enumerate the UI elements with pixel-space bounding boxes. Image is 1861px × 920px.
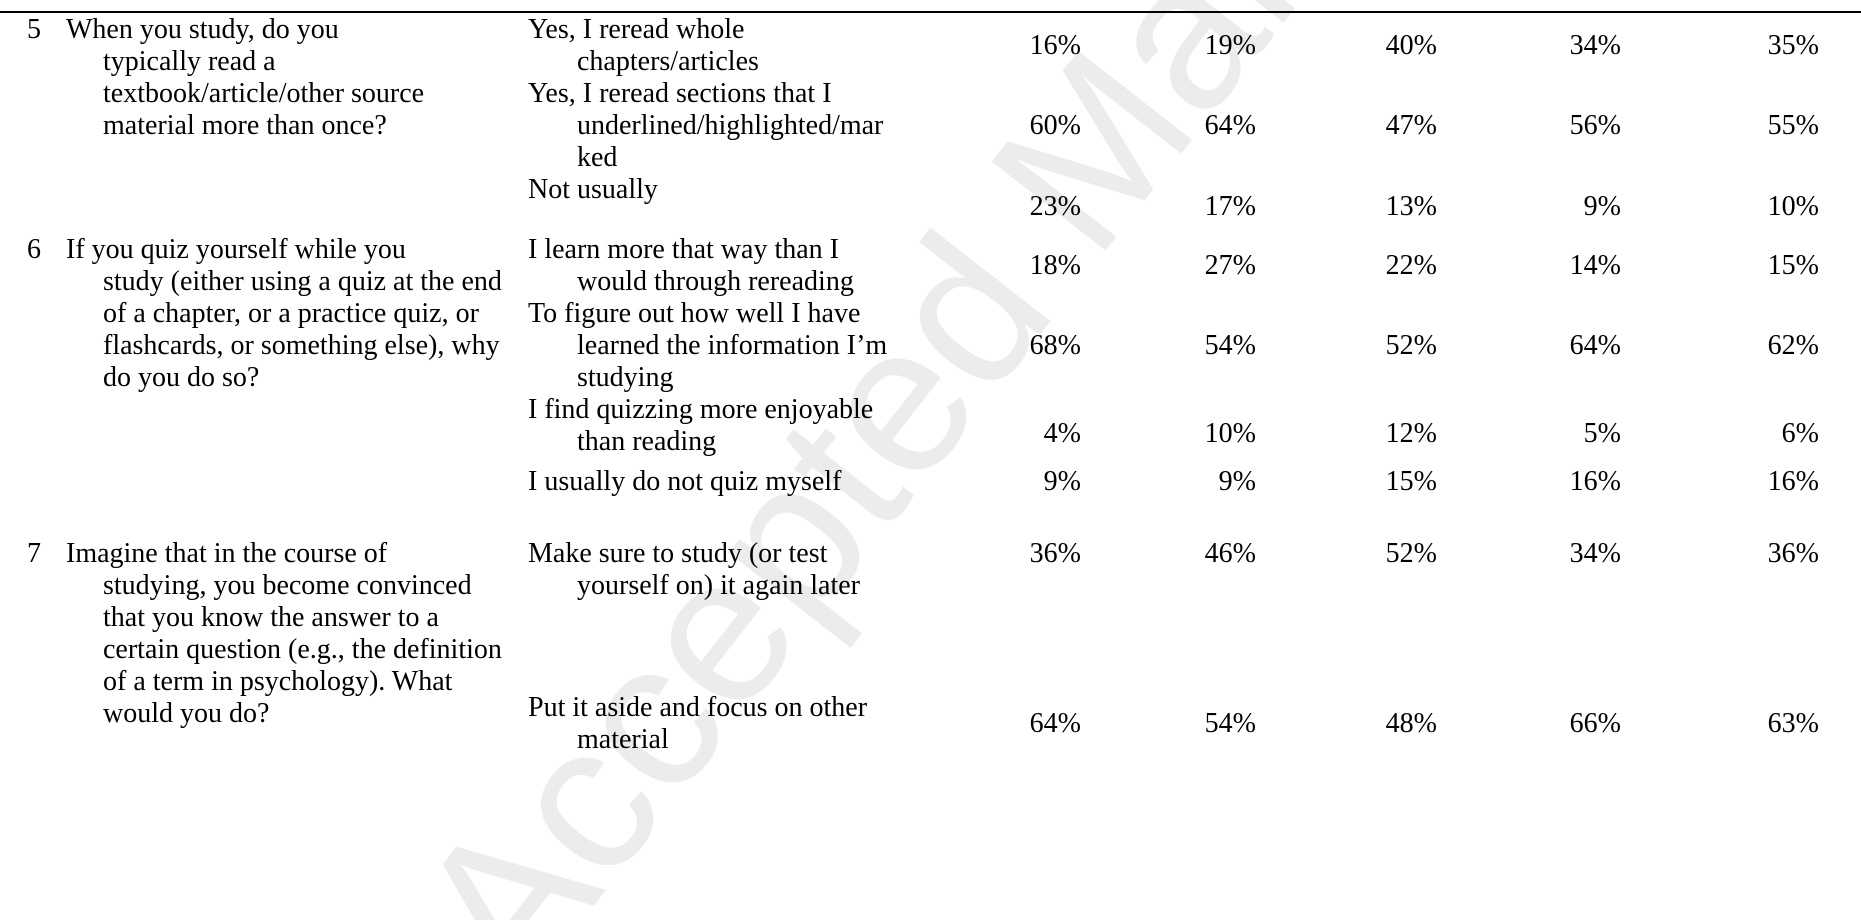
value-cell: 52% [1385, 538, 1437, 569]
q6-answer-2-line1: To figure out how well I have [528, 298, 861, 329]
value-cell: 22% [1385, 250, 1437, 281]
q7-answer-1: Make sure to study (or test yourself on)… [528, 538, 948, 602]
value-cell: 19% [1204, 30, 1256, 61]
q6-answer-2: To figure out how well I have learned th… [528, 298, 948, 394]
value-cell: 9% [1583, 191, 1621, 222]
q5-answer-1: Yes, I reread whole chapters/articles [528, 14, 948, 78]
q7-answer-1-line1: Make sure to study (or test [528, 538, 828, 569]
question-5-number: 5 [27, 14, 41, 45]
value-cell: 68% [1029, 330, 1081, 361]
q6-answer-4-line1: I usually do not quiz myself [528, 466, 842, 497]
q6-answer-3-line1: I find quizzing more enjoyable [528, 394, 874, 425]
value-cell: 27% [1204, 250, 1256, 281]
value-cell: 36% [1767, 538, 1819, 569]
value-cell: 16% [1569, 466, 1621, 497]
value-cell: 4% [1043, 418, 1081, 449]
question-7-number: 7 [27, 538, 41, 569]
q7-answer-2-rest: material [577, 724, 669, 755]
value-cell: 34% [1569, 30, 1621, 61]
value-cell: 62% [1767, 330, 1819, 361]
value-cell: 10% [1204, 418, 1256, 449]
value-cell: 13% [1385, 191, 1437, 222]
question-6-number: 6 [27, 234, 41, 265]
q5-answer-3-line1: Not usually [528, 174, 658, 205]
question-5-text-rest: typically read a textbook/article/other … [103, 46, 425, 141]
value-cell: 12% [1385, 418, 1437, 449]
question-7-text: Imagine that in the course of studying, … [66, 538, 506, 730]
value-cell: 9% [1043, 466, 1081, 497]
q6-answer-2-rest: learned the information I’m studying [577, 330, 888, 393]
q7-answer-1-rest: yourself on) it again later [577, 570, 861, 601]
value-cell: 9% [1218, 466, 1256, 497]
question-6-text-line1: If you quiz yourself while you [66, 234, 406, 265]
value-cell: 36% [1029, 538, 1081, 569]
value-cell: 14% [1569, 250, 1621, 281]
value-cell: 52% [1385, 330, 1437, 361]
q5-answer-3: Not usually [528, 174, 948, 206]
value-cell: 34% [1569, 538, 1621, 569]
value-cell: 46% [1204, 538, 1256, 569]
value-cell: 40% [1385, 30, 1437, 61]
q5-answer-1-line1: Yes, I reread whole [528, 14, 745, 45]
value-cell: 6% [1781, 418, 1819, 449]
value-cell: 47% [1385, 110, 1437, 141]
q7-answer-2-line1: Put it aside and focus on other [528, 692, 868, 723]
value-cell: 17% [1204, 191, 1256, 222]
value-cell: 55% [1767, 110, 1819, 141]
question-6-text-rest: study (either using a quiz at the end of… [103, 266, 502, 393]
value-cell: 64% [1029, 708, 1081, 739]
q6-answer-1: I learn more that way than I would throu… [528, 234, 948, 298]
q6-answer-4: I usually do not quiz myself [528, 466, 948, 498]
value-cell: 16% [1029, 30, 1081, 61]
q6-answer-3: I find quizzing more enjoyable than read… [528, 394, 948, 458]
table-top-rule [0, 11, 1861, 13]
q6-answer-3-rest: than reading [577, 426, 717, 457]
value-cell: 66% [1569, 708, 1621, 739]
question-7-text-rest: studying, you become convinced that you … [103, 570, 502, 729]
value-cell: 16% [1767, 466, 1819, 497]
question-5-text-line1: When you study, do you [66, 14, 339, 45]
value-cell: 35% [1767, 30, 1819, 61]
value-cell: 10% [1767, 191, 1819, 222]
value-cell: 54% [1204, 708, 1256, 739]
value-cell: 15% [1385, 466, 1437, 497]
q5-answer-1-rest: chapters/articles [577, 46, 759, 77]
value-cell: 23% [1029, 191, 1081, 222]
value-cell: 48% [1385, 708, 1437, 739]
q6-answer-1-rest: would through rereading [577, 266, 854, 297]
q7-answer-2: Put it aside and focus on other material [528, 692, 948, 756]
value-cell: 54% [1204, 330, 1256, 361]
value-cell: 56% [1569, 110, 1621, 141]
question-7-text-line1: Imagine that in the course of [66, 538, 388, 569]
q5-answer-2-rest: underlined/highlighted/mar ked [577, 110, 884, 173]
value-cell: 15% [1767, 250, 1819, 281]
value-cell: 63% [1767, 708, 1819, 739]
q5-answer-2: Yes, I reread sections that I underlined… [528, 78, 948, 174]
question-5-text: When you study, do you typically read a … [66, 14, 506, 142]
value-cell: 5% [1583, 418, 1621, 449]
q6-answer-1-line1: I learn more that way than I [528, 234, 839, 265]
value-cell: 64% [1569, 330, 1621, 361]
value-cell: 18% [1029, 250, 1081, 281]
value-cell: 60% [1029, 110, 1081, 141]
question-6-text: If you quiz yourself while you study (ei… [66, 234, 506, 394]
value-cell: 64% [1204, 110, 1256, 141]
q5-answer-2-line1: Yes, I reread sections that I [528, 78, 832, 109]
